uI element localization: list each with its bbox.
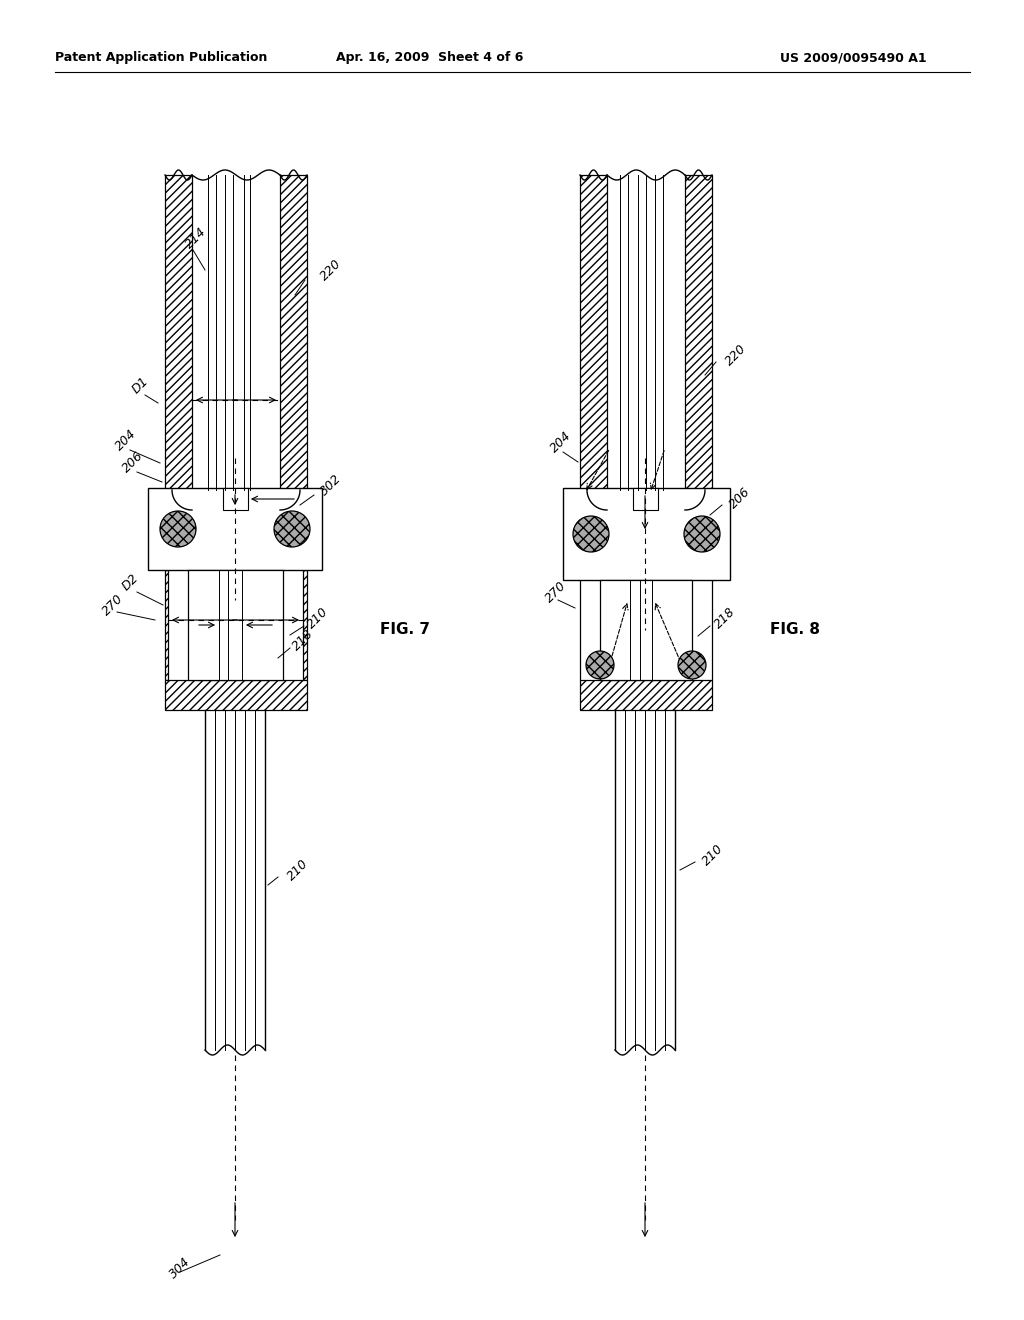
Text: 214: 214 [183, 224, 209, 251]
Bar [165, 570, 168, 680]
Bar [305, 488, 307, 570]
Text: US 2009/0095490 A1: US 2009/0095490 A1 [780, 51, 927, 65]
Bar [600, 579, 692, 680]
Text: 204: 204 [548, 429, 574, 455]
Bar [563, 488, 730, 579]
Bar [148, 488, 322, 570]
Text: 220: 220 [318, 257, 344, 282]
Text: 270: 270 [543, 579, 569, 605]
Text: 206: 206 [727, 484, 754, 511]
Text: FIG. 7: FIG. 7 [380, 623, 430, 638]
Text: FIG. 8: FIG. 8 [770, 623, 820, 638]
Text: 270: 270 [100, 591, 126, 618]
Text: 218: 218 [712, 605, 738, 631]
Bar [223, 488, 248, 510]
Text: 206: 206 [120, 449, 146, 475]
Bar [303, 570, 307, 680]
Circle shape [160, 511, 196, 546]
Text: 210: 210 [305, 605, 331, 631]
Bar [188, 570, 283, 680]
Circle shape [586, 651, 614, 678]
Bar [633, 488, 658, 510]
Text: Patent Application Publication: Patent Application Publication [55, 51, 267, 65]
Text: 304: 304 [167, 1255, 194, 1282]
Bar [580, 176, 607, 490]
Circle shape [684, 516, 720, 552]
Text: D2: D2 [120, 572, 141, 593]
Text: 302: 302 [318, 473, 344, 498]
Circle shape [678, 651, 706, 678]
Text: 204: 204 [113, 426, 139, 453]
Bar [280, 176, 307, 490]
Text: 210: 210 [285, 857, 311, 883]
Circle shape [274, 511, 310, 546]
Bar [580, 680, 712, 710]
Text: 210: 210 [700, 842, 726, 869]
Text: 218: 218 [290, 627, 316, 653]
Bar [165, 680, 307, 710]
Text: 220: 220 [723, 342, 750, 368]
Text: Apr. 16, 2009  Sheet 4 of 6: Apr. 16, 2009 Sheet 4 of 6 [336, 51, 523, 65]
Bar [165, 176, 193, 490]
Bar [685, 176, 712, 490]
Circle shape [573, 516, 609, 552]
Text: D1: D1 [130, 374, 152, 396]
